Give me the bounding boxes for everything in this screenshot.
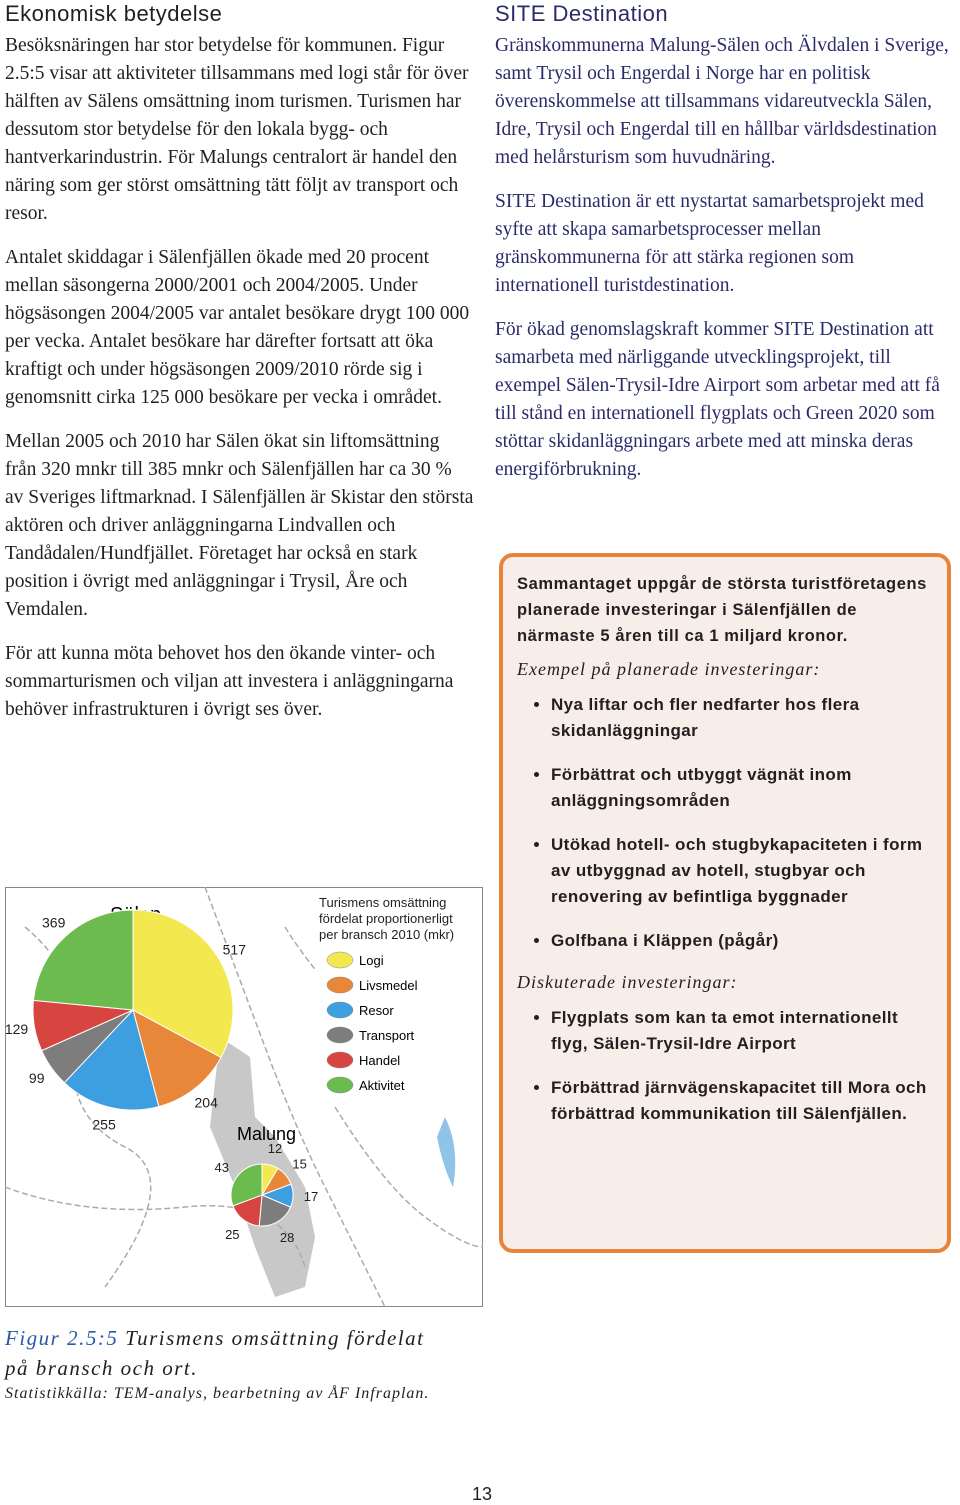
value-label: 255 — [92, 1116, 116, 1132]
legend-swatch — [326, 1051, 354, 1069]
value-label: 17 — [304, 1189, 318, 1204]
value-label: 25 — [225, 1227, 239, 1242]
box-intro: Sammantaget uppgår de största turistföre… — [517, 575, 927, 645]
map-chart: Turismens omsättning fördelat proportion… — [5, 887, 483, 1307]
paragraph: För att kunna möta behovet hos den ökand… — [5, 643, 454, 720]
value-label: 28 — [280, 1230, 294, 1245]
caption: Figur 2.5:5 Turismens omsättning fördela… — [5, 1323, 445, 1405]
list-item: Förbättrad järnvägenskapacitet till Mora… — [551, 1075, 933, 1127]
paragraph: Antalet skiddagar i Sälenfjällen ökade m… — [5, 247, 470, 408]
value-label: 517 — [223, 942, 247, 958]
paragraph: Besöksnäringen har stor betydelse för ko… — [5, 35, 469, 224]
legend-swatch — [326, 1076, 354, 1094]
list-item: Flygplats som kan ta emot internationell… — [551, 1005, 933, 1057]
list: Flygplats som kan ta emot internationell… — [517, 1005, 933, 1127]
caption-text: Turismens omsättning fördelat på bransch… — [5, 1326, 425, 1380]
pie-slice — [230, 1163, 263, 1207]
left-column: Ekonomisk betydelse Besöksnäringen har s… — [5, 0, 475, 740]
heading: SITE Destination — [495, 1, 669, 26]
legend-label: Resor — [359, 1003, 394, 1018]
heading: Ekonomisk betydelse — [5, 1, 223, 26]
legend-label: Transport — [359, 1028, 415, 1043]
list-item: Nya liftar och fler nedfarter hos flera … — [551, 692, 933, 744]
pie-slice — [132, 1009, 222, 1108]
pie-slice — [63, 1009, 160, 1111]
page-number: 13 — [472, 1484, 493, 1504]
caption-title: Figur 2.5:5 Turismens omsättning fördela… — [5, 1323, 445, 1383]
paragraph: SITE Destination är ett nystartat samarb… — [495, 191, 924, 296]
pie-slice — [258, 1194, 292, 1227]
place-name: Malung — [237, 1124, 296, 1144]
legend-title: Turismens omsättning fördelat proportion… — [319, 895, 455, 942]
info-box: Sammantaget uppgår de största turistföre… — [499, 553, 951, 1253]
pie-slice — [132, 909, 234, 1059]
value-label: 204 — [195, 1095, 219, 1111]
caption-source: Statistikkälla: TEM-analys, bearbetning … — [5, 1385, 430, 1402]
pie-slice — [32, 909, 134, 1011]
list-item: Utökad hotell- och stugbykapaciteten i f… — [551, 832, 933, 910]
legend-swatch — [326, 1026, 354, 1044]
value-label: 99 — [29, 1070, 45, 1086]
paragraph: Mellan 2005 och 2010 har Sälen ökat sin … — [5, 431, 474, 620]
paragraph: För ökad genomslagskraft kommer SITE Des… — [495, 319, 940, 480]
right-column: SITE Destination Gränskommunerna Malung-… — [495, 0, 955, 500]
legend-label: Livsmedel — [359, 978, 418, 993]
list-item: Golfbana i Kläppen (pågår) — [551, 928, 933, 954]
caption-label: Figur 2.5:5 — [5, 1326, 119, 1350]
legend-swatch — [326, 1001, 354, 1019]
box-heading: Diskuterade investeringar: — [517, 972, 738, 992]
value-label: 43 — [214, 1160, 228, 1175]
value-label: 129 — [5, 1021, 28, 1037]
legend-label: Aktivitet — [359, 1078, 405, 1093]
value-label: 15 — [292, 1157, 306, 1172]
box-heading: Exempel på planerade investeringar: — [517, 659, 821, 679]
lake — [437, 1117, 456, 1187]
legend-swatch — [326, 976, 354, 994]
list-item: Förbättrat och utbyggt vägnät inom anläg… — [551, 762, 933, 814]
value-label: 369 — [42, 915, 66, 931]
paragraph: Gränskommunerna Malung-Sälen och Älvdale… — [495, 35, 949, 168]
legend-title-box: Turismens omsättning fördelat proportion… — [319, 895, 455, 942]
value-label: 12 — [268, 1141, 282, 1156]
legend-label: Logi — [359, 953, 384, 968]
legend-swatch — [326, 951, 354, 969]
list: Nya liftar och fler nedfarter hos flera … — [517, 692, 933, 954]
legend-label: Handel — [359, 1053, 400, 1068]
